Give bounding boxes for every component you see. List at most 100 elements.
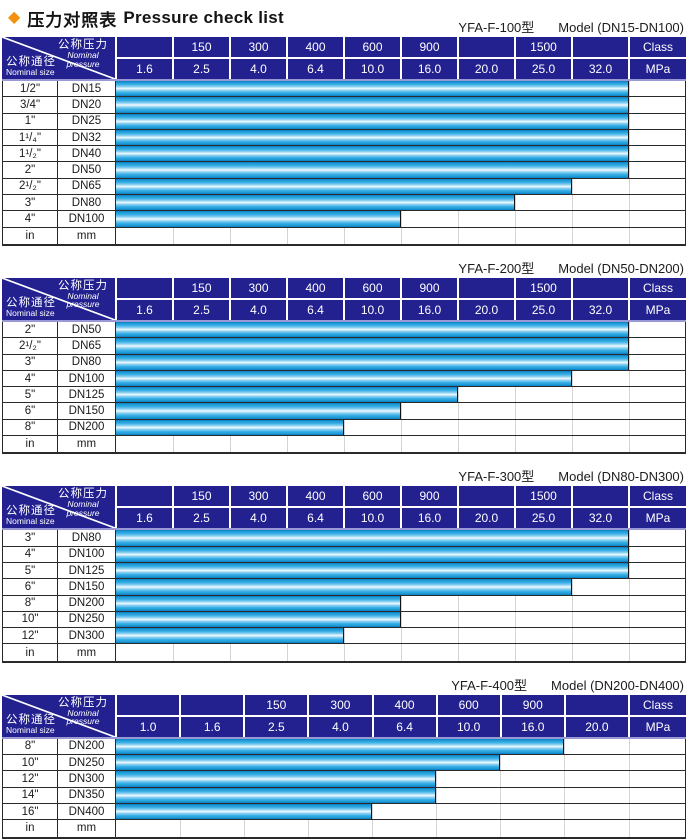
- unit-row: in mm: [3, 227, 685, 244]
- mpa-header-cell: 4.0: [231, 59, 286, 79]
- nominal-size-label: 公称通径 Nominal size: [6, 56, 56, 77]
- inch-size-cell: 5": [3, 562, 58, 579]
- column-tick: [514, 436, 516, 453]
- inch-size-cell: 6": [3, 403, 58, 419]
- class-header-cell: [181, 694, 244, 715]
- dn-size-cell: DN200: [58, 595, 116, 611]
- class-header-cell: 900: [501, 694, 564, 715]
- mpa-header-cell: 1.6: [117, 59, 172, 79]
- column-tick: [514, 211, 516, 227]
- column-tick: [628, 530, 630, 546]
- column-tick: [307, 820, 309, 837]
- mpa-header-cell: 1.6: [181, 716, 244, 737]
- class-header-cell: 150: [245, 694, 308, 715]
- table-row: 2" DN50: [3, 162, 685, 179]
- table-row: 14" DN350: [3, 787, 685, 804]
- table-row: 1¹/₂" DN40: [3, 146, 685, 163]
- pressure-bar-zone: [116, 354, 685, 370]
- dn-size-cell: DN150: [58, 579, 116, 595]
- inch-size-cell: 1¹/₄": [3, 129, 58, 146]
- table: 公称压力 Nominal pressure 公称通径 Nominal size …: [2, 277, 686, 455]
- pressure-bar-zone: [116, 81, 685, 97]
- column-tick: [514, 387, 516, 403]
- column-tick: [628, 321, 630, 338]
- pressure-range-bar: [116, 403, 401, 419]
- unit-row: in mm: [3, 644, 685, 661]
- table-row: 3" DN80: [3, 530, 685, 547]
- diagonal-line: [2, 694, 115, 737]
- table-row: 16" DN400: [3, 803, 685, 821]
- class-header-cell: 1500: [516, 37, 571, 57]
- dn-size-cell: DN32: [58, 129, 116, 146]
- column-tick: [571, 370, 573, 387]
- mpa-row: 1.0 1.6 2.5 4.0 6.4 10.0 16.0 20.0 MPa: [117, 716, 686, 737]
- class-header-cell: 150: [174, 37, 229, 57]
- table-row: 6" DN150: [3, 403, 685, 420]
- column-tick: [628, 338, 630, 354]
- pressure-bar-zone: [116, 97, 685, 113]
- table-header: 公称压力 Nominal pressure 公称通径 Nominal size …: [2, 37, 686, 81]
- pressure-bar-zone: [116, 611, 685, 628]
- dn-size-cell: DN100: [58, 370, 116, 387]
- table-row: 3" DN80: [3, 354, 685, 371]
- column-tick: [514, 403, 516, 419]
- dn-size-cell: DN65: [58, 338, 116, 354]
- class-header-cell: [459, 486, 514, 507]
- pressure-bar-zone: [116, 755, 685, 771]
- inch-size-cell: 8": [3, 738, 58, 755]
- pressure-bar-zone: [116, 820, 685, 837]
- table-row: 3" DN80: [3, 195, 685, 212]
- pressure-bar-zone: [116, 628, 685, 644]
- dn-size-cell: DN125: [58, 387, 116, 403]
- column-tick: [628, 354, 630, 370]
- class-header-cell: 300: [309, 694, 372, 715]
- nominal-pressure-zh: 公称压力: [58, 279, 108, 292]
- pressure-range-bar: [116, 803, 372, 820]
- pressure-bar-zone: [116, 403, 685, 419]
- column-tick: [628, 755, 630, 771]
- column-tick: [172, 644, 174, 661]
- dn-size-cell: DN200: [58, 738, 116, 755]
- mpa-header-cell: 4.0: [231, 508, 286, 529]
- column-tick: [400, 227, 402, 244]
- column-tick: [343, 227, 345, 244]
- pressure-bar-zone: [116, 419, 685, 436]
- column-tick: [172, 436, 174, 453]
- table-row: 4" DN100: [3, 370, 685, 388]
- table-header: 公称压力 Nominal pressure 公称通径 Nominal size …: [2, 694, 686, 739]
- class-header-cell: 900: [402, 486, 457, 507]
- page-title-en: Pressure check list: [123, 8, 284, 27]
- mpa-header-cell: 16.0: [402, 59, 457, 79]
- nominal-pressure-en2: pressure: [66, 507, 100, 518]
- class-unit-cell: Class: [630, 486, 686, 507]
- column-tick: [571, 387, 573, 403]
- column-tick: [243, 820, 245, 837]
- column-tick: [500, 803, 502, 820]
- column-tick: [400, 644, 402, 661]
- column-tick: [628, 579, 630, 595]
- inch-size-cell: 2": [3, 321, 58, 338]
- dn-size-cell: DN200: [58, 419, 116, 436]
- pressure-bar-zone: [116, 211, 685, 227]
- table-row: 2¹/₂" DN65: [3, 338, 685, 355]
- class-header-cell: [573, 37, 628, 57]
- column-tick: [564, 820, 566, 837]
- pressure-bar-zone: [116, 436, 685, 453]
- pressure-range-bar: [116, 81, 629, 97]
- nominal-pressure-en1: Nominal: [67, 290, 99, 301]
- class-row: 150 300 400 600 900 1500 Class: [117, 486, 686, 507]
- table-row: 1" DN25: [3, 113, 685, 130]
- inch-size-cell: 10": [3, 755, 58, 771]
- class-header-cell: 600: [345, 37, 400, 57]
- column-tick: [628, 195, 630, 211]
- table-body: 3" DN80 4" DN100 5" DN125 6" DN150 8" DN200 10" DN2…: [2, 530, 686, 663]
- inch-size-cell: 3": [3, 530, 58, 546]
- mpa-header-cell: 25.0: [516, 299, 571, 320]
- table-row: 4" DN100: [3, 546, 685, 563]
- table-row: 1/2" DN15: [3, 81, 685, 98]
- model-name: YFA-F-300型: [458, 469, 535, 485]
- class-header-cell: 150: [174, 277, 229, 298]
- nominal-pressure-en1: Nominal: [67, 707, 99, 718]
- nominal-size-label: 公称通径 Nominal size: [6, 714, 56, 735]
